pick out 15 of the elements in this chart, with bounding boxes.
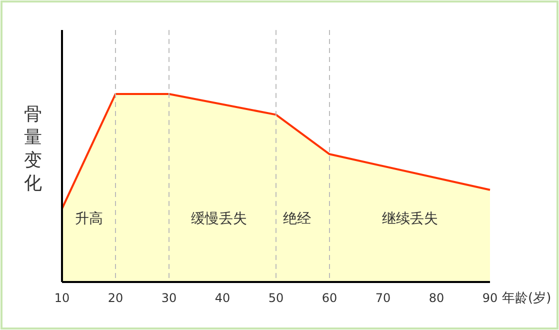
x-tick-label: 80 [428, 291, 444, 305]
x-tick-label: 40 [214, 291, 230, 305]
annotation: 绝经 [283, 211, 311, 227]
x-tick-label: 70 [375, 291, 391, 305]
x-axis-title: 年龄(岁) [502, 291, 552, 306]
annotation: 继续丢失 [382, 211, 438, 227]
x-tick-label: 60 [322, 291, 338, 305]
x-tick-label: 90 [482, 291, 498, 305]
annotation: 升高 [75, 211, 103, 227]
x-tick-label: 50 [268, 291, 284, 305]
annotation: 缓慢丢失 [191, 211, 247, 227]
x-tick-label: 30 [161, 291, 177, 305]
y-axis-title: 骨量变化 [24, 104, 42, 194]
x-tick-label: 20 [108, 291, 124, 305]
x-tick-label: 10 [54, 291, 70, 305]
